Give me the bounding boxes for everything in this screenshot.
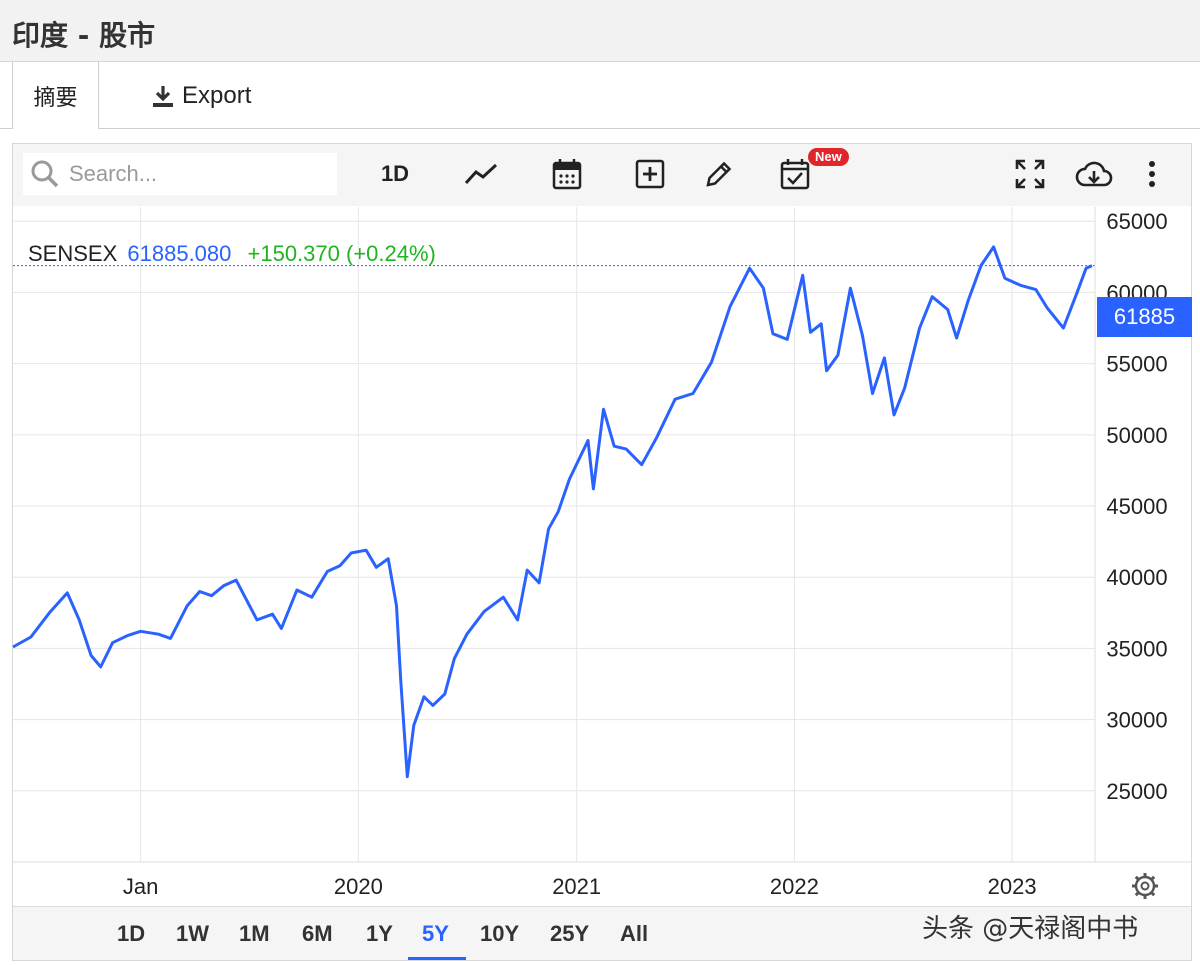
legend-symbol: SENSEX <box>28 241 118 266</box>
draw-pencil-icon <box>706 161 732 187</box>
chart-toolbar: 1D <box>13 144 1191 206</box>
range-button-6m[interactable]: 6M <box>302 921 333 946</box>
title-bar: 印度 - 股市 <box>0 0 1200 62</box>
calendar-check-icon <box>780 159 810 190</box>
download-data-button[interactable] <box>1073 156 1115 192</box>
symbol-search[interactable] <box>23 153 337 195</box>
search-input[interactable] <box>67 160 331 188</box>
more-options-button[interactable] <box>1141 156 1163 192</box>
fullscreen-icon <box>1015 159 1045 189</box>
range-button-5y[interactable]: 5Y <box>422 921 449 946</box>
range-button-1d[interactable]: 1D <box>117 921 146 946</box>
export-button[interactable]: Export <box>150 76 251 116</box>
draw-button[interactable] <box>701 156 737 192</box>
legend-price: 61885.080 <box>127 241 232 266</box>
new-badge: New <box>808 148 849 166</box>
interval-button[interactable]: 1D <box>380 161 410 186</box>
line-chart-icon <box>464 163 498 185</box>
calendar-icon <box>552 159 582 190</box>
watermark-text: 头条 @天禄阁中书 <box>922 914 1139 944</box>
range-button-25y[interactable]: 25Y <box>550 921 590 946</box>
last-price-tag: 61885 <box>1097 297 1192 337</box>
active-range-indicator <box>408 957 466 960</box>
add-indicator-icon <box>635 159 665 189</box>
more-vertical-icon <box>1149 161 1155 187</box>
add-indicator-button[interactable] <box>631 156 669 192</box>
cloud-download-icon <box>1075 161 1113 187</box>
range-button-all[interactable]: All <box>620 921 649 946</box>
download-icon <box>153 86 173 107</box>
range-button-1y[interactable]: 1Y <box>366 921 393 946</box>
range-button-10y[interactable]: 10Y <box>480 921 520 946</box>
export-label: Export <box>182 82 252 109</box>
page-title: 印度 - 股市 <box>12 19 156 52</box>
legend-change: +150.370 (+0.24%) <box>247 241 436 266</box>
events-button[interactable] <box>776 156 814 192</box>
range-button-1w[interactable]: 1W <box>176 921 209 946</box>
tab-bar: 摘要 Export <box>0 62 1200 129</box>
range-selector: 1D 1W 1M 6M 1Y 5Y 10Y 25Y All <box>13 906 1191 960</box>
fullscreen-button[interactable] <box>1011 156 1049 192</box>
range-button-1m[interactable]: 1M <box>239 921 270 946</box>
chart-type-button[interactable] <box>461 156 501 192</box>
date-range-button[interactable] <box>548 156 586 192</box>
chart-legend: SENSEX 61885.080 +150.370 (+0.24%) <box>28 241 436 267</box>
search-icon <box>31 160 59 188</box>
tab-summary[interactable]: 摘要 <box>12 62 99 129</box>
